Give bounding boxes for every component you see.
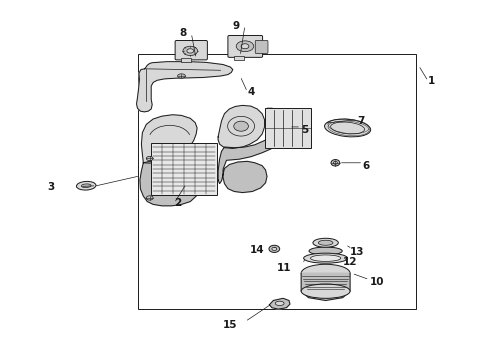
Text: 10: 10 bbox=[369, 277, 384, 287]
Bar bbox=[138, 54, 416, 309]
Text: 11: 11 bbox=[277, 263, 291, 273]
Text: 8: 8 bbox=[179, 28, 186, 38]
Text: 5: 5 bbox=[301, 125, 308, 135]
Bar bbox=[234, 55, 244, 60]
Ellipse shape bbox=[76, 181, 96, 190]
Text: 1: 1 bbox=[428, 76, 436, 86]
Ellipse shape bbox=[318, 240, 333, 245]
Polygon shape bbox=[137, 62, 233, 112]
Ellipse shape bbox=[187, 49, 194, 53]
Ellipse shape bbox=[147, 156, 153, 161]
Ellipse shape bbox=[177, 74, 185, 78]
Ellipse shape bbox=[147, 196, 153, 200]
Text: 4: 4 bbox=[247, 87, 255, 97]
Text: 14: 14 bbox=[250, 245, 265, 255]
Ellipse shape bbox=[309, 247, 342, 255]
Ellipse shape bbox=[272, 247, 277, 251]
Text: 13: 13 bbox=[350, 247, 365, 257]
Ellipse shape bbox=[324, 119, 370, 137]
FancyBboxPatch shape bbox=[255, 41, 268, 53]
FancyBboxPatch shape bbox=[175, 41, 207, 60]
Ellipse shape bbox=[81, 184, 91, 188]
Polygon shape bbox=[142, 115, 197, 163]
Polygon shape bbox=[301, 273, 350, 301]
Ellipse shape bbox=[301, 264, 350, 282]
Text: 7: 7 bbox=[357, 116, 365, 126]
Bar bbox=[151, 143, 217, 195]
Ellipse shape bbox=[275, 301, 284, 306]
Ellipse shape bbox=[313, 238, 338, 247]
Ellipse shape bbox=[234, 121, 248, 131]
Ellipse shape bbox=[311, 255, 341, 261]
FancyBboxPatch shape bbox=[265, 108, 311, 148]
Text: 3: 3 bbox=[47, 182, 54, 192]
FancyBboxPatch shape bbox=[228, 36, 263, 57]
Ellipse shape bbox=[304, 253, 347, 263]
Ellipse shape bbox=[269, 245, 280, 252]
Polygon shape bbox=[218, 108, 290, 193]
Text: 6: 6 bbox=[362, 161, 369, 171]
Ellipse shape bbox=[331, 159, 340, 166]
Ellipse shape bbox=[333, 161, 337, 164]
Bar bbox=[181, 58, 191, 62]
Ellipse shape bbox=[301, 284, 350, 298]
Ellipse shape bbox=[183, 46, 197, 55]
Ellipse shape bbox=[241, 44, 249, 49]
Text: 15: 15 bbox=[223, 320, 238, 330]
Polygon shape bbox=[140, 159, 198, 206]
Polygon shape bbox=[218, 105, 265, 148]
Text: 2: 2 bbox=[174, 198, 181, 208]
Polygon shape bbox=[270, 298, 290, 309]
Text: 12: 12 bbox=[343, 257, 357, 267]
Text: 9: 9 bbox=[233, 21, 240, 31]
Ellipse shape bbox=[236, 41, 254, 51]
